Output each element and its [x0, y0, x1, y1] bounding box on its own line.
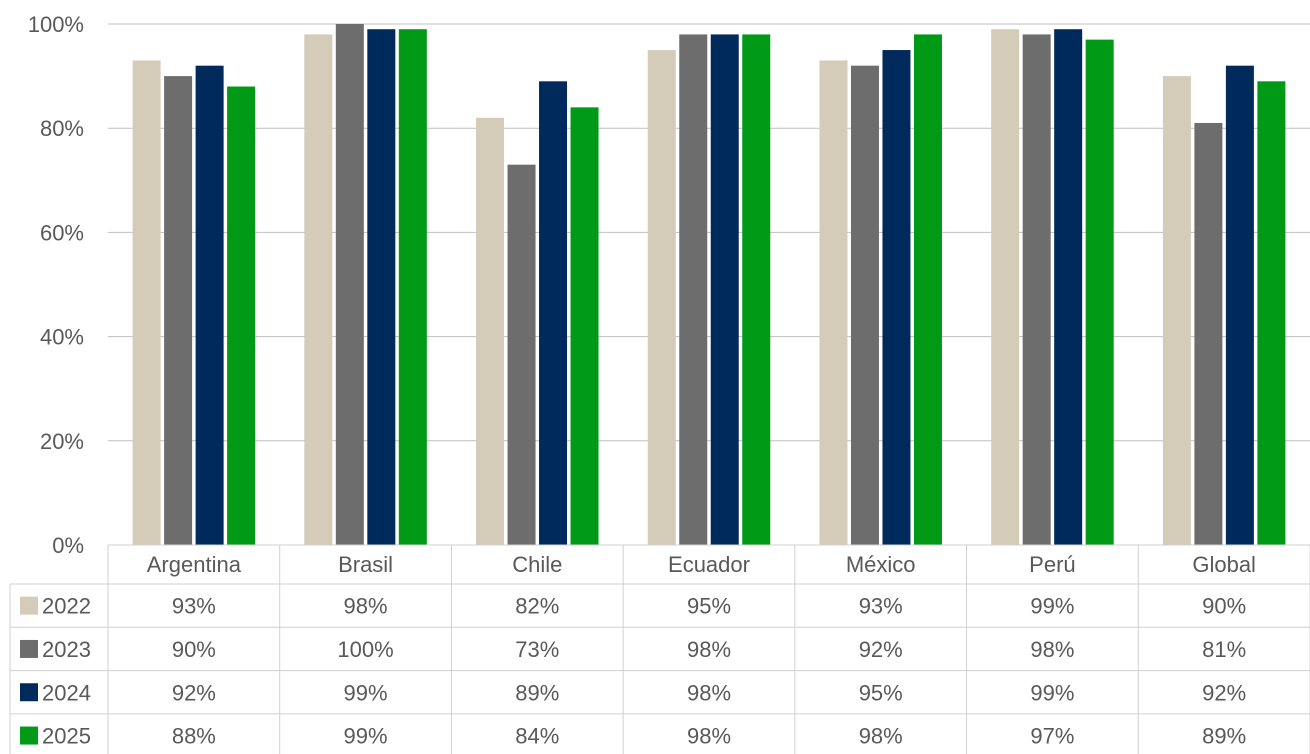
bar-2022-global: [1162, 76, 1191, 545]
bar-2023-chile: [507, 164, 536, 546]
bar-2025-argentina: [227, 86, 256, 546]
bar-2024-perú: [1054, 29, 1083, 545]
category-label: Brasil: [338, 552, 393, 577]
table-cell-value: 98%: [344, 594, 388, 619]
table-cell-value: 99%: [1030, 594, 1074, 619]
table-cell-value: 98%: [687, 724, 731, 749]
category-label: México: [846, 552, 916, 577]
bar-2022-méxico: [819, 60, 848, 545]
bar-2025-global: [1257, 81, 1286, 545]
y-tick-label: 60%: [40, 220, 84, 245]
category-label: Argentina: [147, 552, 242, 577]
legend-swatch: [20, 639, 38, 658]
category-label: Perú: [1029, 552, 1075, 577]
table-cell-value: 98%: [1030, 637, 1074, 662]
table-cell-value: 92%: [1202, 680, 1246, 705]
bar-2023-perú: [1022, 34, 1051, 546]
table-cell-value: 98%: [859, 724, 903, 749]
y-tick-label: 40%: [40, 325, 84, 350]
table-cell-value: 98%: [687, 680, 731, 705]
bar-2025-chile: [570, 107, 599, 546]
table-cell-value: 95%: [687, 594, 731, 619]
bar-2024-global: [1225, 65, 1254, 546]
bar-2024-chile: [539, 81, 568, 545]
bar-2024-brasil: [367, 29, 396, 545]
table-cell-value: 89%: [515, 680, 559, 705]
bar-2022-brasil: [304, 34, 333, 546]
gridlines: [108, 23, 1310, 442]
bar-2023-global: [1194, 122, 1223, 546]
bar-2024-argentina: [195, 65, 224, 546]
table-cell-value: 92%: [859, 637, 903, 662]
table-cell-value: 73%: [515, 637, 559, 662]
y-tick-label: 80%: [40, 116, 84, 141]
bar-2023-argentina: [164, 76, 193, 545]
table-cell-value: 99%: [1030, 680, 1074, 705]
legend-year-label: 2023: [42, 637, 91, 662]
bar-2024-méxico: [882, 50, 911, 546]
bar-2022-chile: [476, 117, 505, 545]
table-cell-value: 88%: [172, 724, 216, 749]
legend-swatch: [20, 726, 38, 745]
legend-swatch: [20, 683, 38, 702]
bar-2025-ecuador: [742, 34, 771, 546]
table-cell-value: 90%: [172, 637, 216, 662]
table-cell-value: 81%: [1202, 637, 1246, 662]
category-label: Chile: [512, 552, 562, 577]
category-label: Global: [1192, 552, 1256, 577]
category-label: Ecuador: [668, 552, 750, 577]
bars: [132, 24, 1286, 546]
bar-2022-perú: [991, 29, 1020, 545]
data-table: Argentina Brasil Chile Ecuador México Perú Glo…: [9, 544, 1310, 754]
bar-2025-méxico: [913, 34, 942, 546]
table-cell-value: 93%: [859, 594, 903, 619]
y-tick-label: 20%: [40, 429, 84, 454]
bar-2025-perú: [1085, 39, 1114, 545]
table-cell-value: 84%: [515, 724, 559, 749]
table-cell-value: 89%: [1202, 724, 1246, 749]
bar-2024-ecuador: [710, 34, 739, 546]
table-cell-value: 93%: [172, 594, 216, 619]
bar-2022-ecuador: [647, 50, 676, 546]
y-tick-label: 100%: [28, 12, 84, 37]
bar-2023-ecuador: [679, 34, 708, 546]
legend-swatch: [20, 596, 38, 615]
legend-year-label: 2024: [42, 680, 91, 705]
table-cell-value: 99%: [344, 724, 388, 749]
table-cell-value: 90%: [1202, 594, 1246, 619]
table-cell-value: 99%: [344, 680, 388, 705]
bar-2025-brasil: [398, 29, 427, 545]
legend-year-label: 2022: [42, 594, 91, 619]
y-tick-label: 0%: [52, 533, 84, 558]
table-cell-value: 92%: [172, 680, 216, 705]
table-cell-value: 100%: [337, 637, 393, 662]
bar-2023-méxico: [850, 65, 879, 546]
legend-year-label: 2025: [42, 724, 91, 749]
y-axis: 0% 20% 40% 60% 80% 100%: [28, 12, 84, 558]
table-cell-value: 97%: [1030, 724, 1074, 749]
table-cell-value: 95%: [859, 680, 903, 705]
table-cell-value: 82%: [515, 594, 559, 619]
table-cell-value: 98%: [687, 637, 731, 662]
bar-2023-brasil: [335, 24, 364, 545]
bar-2022-argentina: [132, 60, 161, 545]
